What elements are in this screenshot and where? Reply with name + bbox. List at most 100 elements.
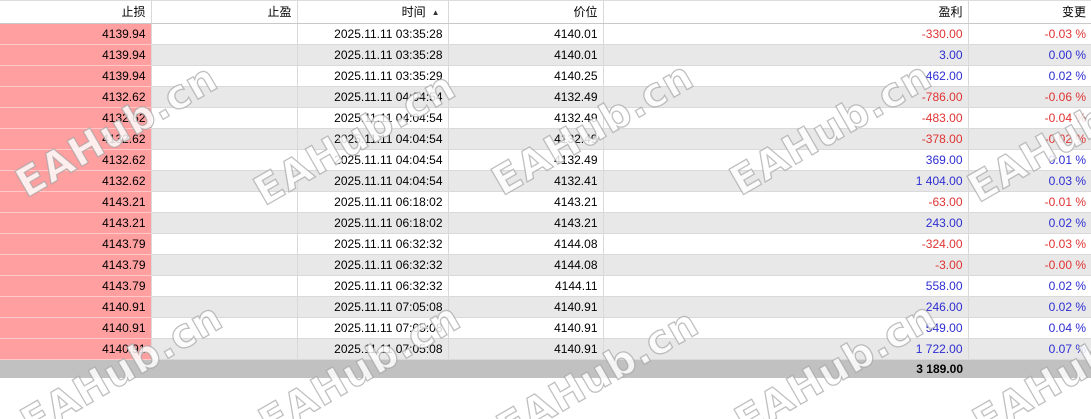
cell-tp bbox=[151, 191, 298, 213]
cell-tp bbox=[151, 233, 298, 255]
cell-profit: -378.00 bbox=[603, 128, 969, 150]
cell-tp bbox=[151, 317, 298, 339]
cell-price: 4140.91 bbox=[448, 338, 604, 360]
cell-profit: 1 722.00 bbox=[603, 338, 969, 360]
cell-change: -0.04 % bbox=[968, 107, 1091, 129]
table-row[interactable]: 4140.91 2025.11.11 07:05:08 4140.91 1 722.0… bbox=[0, 338, 1091, 360]
cell-price: 4140.91 bbox=[448, 296, 604, 318]
table-row[interactable]: 4132.62 2025.11.11 04:04:54 4132.41 1 404.0… bbox=[0, 170, 1091, 192]
cell-sl: 4139.94 bbox=[0, 65, 152, 87]
cell-price: 4144.11 bbox=[448, 275, 604, 297]
table-row[interactable]: 4132.62 2025.11.11 04:04:54 4132.49 369.00 0… bbox=[0, 149, 1091, 171]
cell-price: 4132.49 bbox=[448, 107, 604, 129]
summary-cell-time bbox=[297, 359, 448, 378]
cell-tp bbox=[151, 107, 298, 129]
table-row[interactable]: 4139.94 2025.11.11 03:35:29 4140.25 462.00 0… bbox=[0, 65, 1091, 87]
header-row: 止损 止盈 时间 ▲ 价位 盈利 变更 bbox=[0, 1, 1091, 24]
summary-total-profit: 3 189.00 bbox=[603, 359, 968, 378]
cell-time: 2025.11.11 04:04:54 bbox=[297, 128, 449, 150]
column-header-price[interactable]: 价位 bbox=[448, 1, 604, 24]
column-header-profit[interactable]: 盈利 bbox=[603, 1, 969, 24]
orders-table: 止损 止盈 时间 ▲ 价位 盈利 变更 4139.94 2025.11.11 03:… bbox=[0, 1, 1091, 378]
summary-cell-price bbox=[448, 359, 603, 378]
cell-change: 0.02 % bbox=[968, 296, 1091, 318]
cell-time: 2025.11.11 04:04:54 bbox=[297, 107, 449, 129]
summary-row: 3 189.00 bbox=[0, 359, 1091, 378]
cell-sl: 4132.62 bbox=[0, 86, 152, 108]
cell-time: 2025.11.11 04:04:54 bbox=[297, 149, 449, 171]
cell-sl: 4139.94 bbox=[0, 23, 152, 45]
cell-profit: 243.00 bbox=[603, 212, 969, 234]
cell-sl: 4140.91 bbox=[0, 338, 152, 360]
cell-change: -0.01 % bbox=[968, 191, 1091, 213]
cell-tp bbox=[151, 44, 298, 66]
cell-profit: -483.00 bbox=[603, 107, 969, 129]
cell-time: 2025.11.11 06:32:32 bbox=[297, 233, 449, 255]
cell-profit: 369.00 bbox=[603, 149, 969, 171]
table-row[interactable]: 4143.79 2025.11.11 06:32:32 4144.08 -3.00 -0… bbox=[0, 254, 1091, 276]
cell-tp bbox=[151, 65, 298, 87]
cell-profit: -63.00 bbox=[603, 191, 969, 213]
cell-tp bbox=[151, 86, 298, 108]
cell-tp bbox=[151, 254, 298, 276]
cell-change: 0.00 % bbox=[968, 44, 1091, 66]
column-header-stop-loss[interactable]: 止损 bbox=[0, 1, 152, 24]
table-row[interactable]: 4140.91 2025.11.11 07:05:08 4140.91 246.00 0… bbox=[0, 296, 1091, 318]
summary-cell-stop-loss bbox=[0, 359, 151, 378]
cell-time: 2025.11.11 03:35:28 bbox=[297, 23, 449, 45]
cell-sl: 4140.91 bbox=[0, 296, 152, 318]
cell-price: 4144.08 bbox=[448, 254, 604, 276]
cell-price: 4132.49 bbox=[448, 86, 604, 108]
cell-price: 4132.49 bbox=[448, 128, 604, 150]
table-row[interactable]: 4143.21 2025.11.11 06:18:02 4143.21 -63.00-… bbox=[0, 191, 1091, 213]
table-row[interactable]: 4140.91 2025.11.11 07:05:08 4140.91 549.00 0… bbox=[0, 317, 1091, 339]
cell-time: 2025.11.11 07:05:08 bbox=[297, 338, 449, 360]
cell-time: 2025.11.11 04:04:54 bbox=[297, 170, 449, 192]
cell-price: 4143.21 bbox=[448, 212, 604, 234]
table-row[interactable]: 4143.79 2025.11.11 06:32:32 4144.11 558.00 0… bbox=[0, 275, 1091, 297]
cell-profit: -786.00 bbox=[603, 86, 969, 108]
cell-change: 0.02 % bbox=[968, 65, 1091, 87]
summary-cell-take-profit bbox=[151, 359, 297, 378]
column-header-time[interactable]: 时间 ▲ bbox=[297, 1, 449, 24]
cell-change: 0.01 % bbox=[968, 149, 1091, 171]
cell-time: 2025.11.11 04:04:54 bbox=[297, 86, 449, 108]
cell-change: 0.03 % bbox=[968, 170, 1091, 192]
cell-profit: 549.00 bbox=[603, 317, 969, 339]
cell-price: 4132.49 bbox=[448, 149, 604, 171]
cell-change: 0.04 % bbox=[968, 317, 1091, 339]
cell-profit: -324.00 bbox=[603, 233, 969, 255]
cell-profit: 3.00 bbox=[603, 44, 969, 66]
cell-time: 2025.11.11 03:35:28 bbox=[297, 44, 449, 66]
cell-sl: 4132.62 bbox=[0, 149, 152, 171]
summary-cell-change bbox=[968, 359, 1091, 378]
table-row[interactable]: 4132.62 2025.11.11 04:04:54 4132.49 -786.00… bbox=[0, 86, 1091, 108]
table-row[interactable]: 4132.62 2025.11.11 04:04:54 4132.49 -378.00… bbox=[0, 128, 1091, 150]
cell-profit: 558.00 bbox=[603, 275, 969, 297]
cell-tp bbox=[151, 338, 298, 360]
cell-change: -0.03 % bbox=[968, 233, 1091, 255]
cell-time: 2025.11.11 06:18:02 bbox=[297, 191, 449, 213]
column-header-take-profit[interactable]: 止盈 bbox=[151, 1, 298, 24]
cell-change: 0.07 % bbox=[968, 338, 1091, 360]
cell-change: 0.02 % bbox=[968, 212, 1091, 234]
cell-sl: 4143.79 bbox=[0, 254, 152, 276]
table-row[interactable]: 4143.79 2025.11.11 06:32:32 4144.08 -324.00… bbox=[0, 233, 1091, 255]
cell-profit: -3.00 bbox=[603, 254, 969, 276]
cell-profit: 246.00 bbox=[603, 296, 969, 318]
cell-price: 4144.08 bbox=[448, 233, 604, 255]
cell-tp bbox=[151, 170, 298, 192]
cell-time: 2025.11.11 03:35:29 bbox=[297, 65, 449, 87]
column-header-change[interactable]: 变更 bbox=[968, 1, 1091, 24]
table-row[interactable]: 4139.94 2025.11.11 03:35:28 4140.01 3.00 0.0… bbox=[0, 44, 1091, 66]
cell-tp bbox=[151, 275, 298, 297]
table-row[interactable]: 4139.94 2025.11.11 03:35:28 4140.01 -330.00… bbox=[0, 23, 1091, 45]
table-row[interactable]: 4132.62 2025.11.11 04:04:54 4132.49 -483.00… bbox=[0, 107, 1091, 129]
cell-sl: 4132.62 bbox=[0, 107, 152, 129]
cell-profit: 462.00 bbox=[603, 65, 969, 87]
table-row[interactable]: 4143.21 2025.11.11 06:18:02 4143.21 243.00 0… bbox=[0, 212, 1091, 234]
cell-time: 2025.11.11 07:05:08 bbox=[297, 317, 449, 339]
cell-time: 2025.11.11 07:05:08 bbox=[297, 296, 449, 318]
cell-change: -0.00 % bbox=[968, 254, 1091, 276]
